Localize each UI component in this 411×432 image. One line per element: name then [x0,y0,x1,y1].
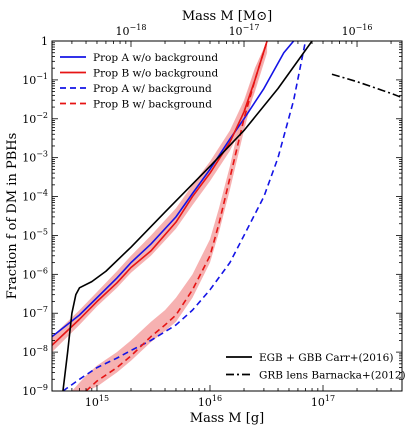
y-tick-label: 10−3 [22,150,48,165]
legend-upper: Prop A w/o background Prop B w/o backgrou… [60,52,219,111]
axis-tick-labels: 1015 1016 1017 10−18 10−17 10−16 1 10−1 10−2 10−3… [22,23,372,409]
y-tick-label: 10−6 [22,266,48,281]
x-axis-title: Mass M [g] [190,411,264,426]
y-tick-label: 10−5 [22,227,48,242]
series-line-1 [52,41,295,338]
x-tick-label: 1016 [198,394,222,409]
y-tick-label: 10−9 [22,383,48,398]
series-line-6 [331,73,402,99]
top-x-tick-label: 10−16 [342,23,373,38]
top-x-tick-label: 10−17 [229,23,260,38]
uncertainty-band-1 [52,41,268,353]
series-line-3 [62,41,307,391]
y-tick-label: 10−1 [22,72,48,87]
axis-ticks [51,40,403,392]
y-tick-label: 10−2 [22,111,48,126]
legend-label: EGB + GBB Carr+(2016) [259,352,393,364]
series-line-2 [52,41,268,346]
legend-label: Prop A w/o background [93,52,218,64]
legend-label: Prop A w/ background [93,83,212,95]
y-axis-title: Fraction f of DM in PBHs [5,133,20,300]
y-tick-label: 1 [41,35,48,48]
legend-lower: EGB + GBB Carr+(2016) GRB lens Barnacka+(… [226,352,406,382]
y-tick-label: 10−7 [22,305,48,320]
series-line-4 [85,41,268,391]
legend-label: GRB lens Barnacka+(2012) [259,370,406,382]
uncertainty-band-2 [71,41,268,391]
series-line-5 [62,41,313,391]
plot-frame [51,40,403,392]
x-tick-label: 1017 [311,394,335,409]
series-lines [52,41,402,391]
y-tick-label: 10−8 [22,344,48,359]
legend-label: Prop B w/o background [93,68,219,80]
top-x-axis-title: Mass M [M⊙] [182,9,272,24]
y-tick-label: 10−4 [22,189,48,204]
uncertainty-bands [52,41,268,391]
x-tick-label: 1015 [85,394,109,409]
top-x-tick-label: 10−18 [116,23,147,38]
legend-label: Prop B w/ background [93,99,212,111]
